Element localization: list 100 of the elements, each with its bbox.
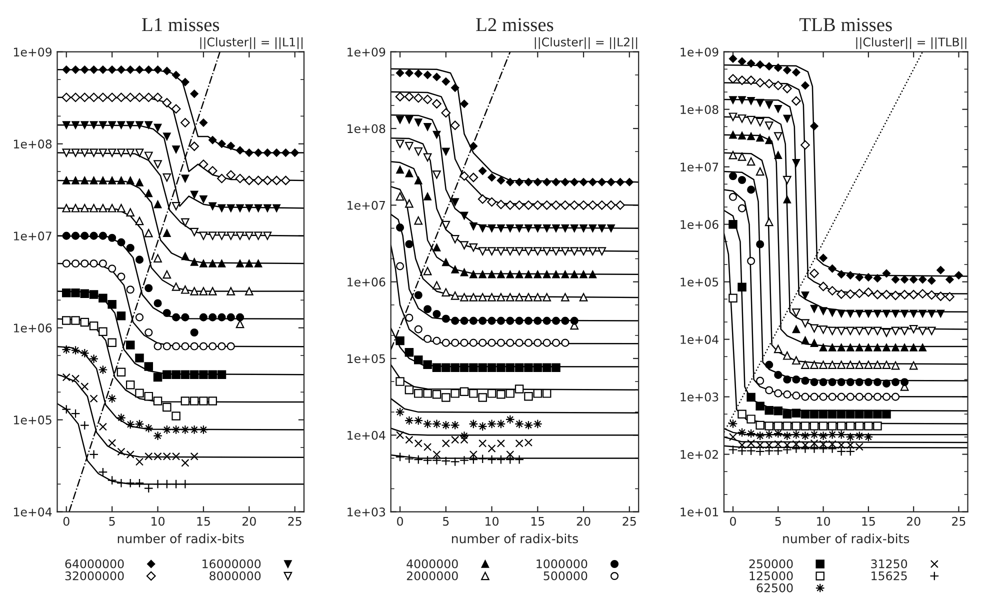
point [524,316,533,325]
point [598,247,606,256]
y-tick-label: 1e+07 [680,162,718,172]
point [506,293,514,302]
point [828,264,836,273]
point [135,256,144,264]
legend-label: 8000000 [210,571,261,580]
point [254,148,262,157]
point [873,392,882,401]
point [561,338,570,347]
point [810,268,819,278]
point [506,363,515,372]
point [579,178,588,186]
point [460,293,468,302]
point [442,220,450,230]
point [442,439,450,448]
point [208,260,216,268]
point [792,68,800,76]
point [738,410,746,418]
x-tick-label: 0 [63,516,70,526]
point [801,360,810,369]
point [71,316,80,325]
point [208,396,217,406]
point [172,370,180,379]
point [900,378,909,386]
point [108,176,116,184]
point [254,260,262,268]
point [405,240,414,248]
point [108,148,116,157]
point [588,270,597,278]
point [395,407,405,417]
point [90,232,98,240]
point [414,70,422,78]
point [108,264,116,273]
point [405,199,414,208]
point [828,308,836,317]
point [552,316,560,325]
point [80,92,90,102]
point [218,260,226,268]
point [738,282,746,292]
point [873,410,882,418]
point [254,176,263,186]
point [62,316,71,325]
point [792,408,801,418]
point [900,310,908,318]
point [126,420,136,430]
point [126,450,134,458]
point [855,378,864,386]
point [514,363,524,372]
point [846,392,854,401]
point [542,338,551,347]
point [570,224,578,232]
point [783,114,792,122]
point [153,372,162,382]
point [126,66,134,74]
point [864,344,872,352]
point [534,270,542,278]
point [579,293,588,302]
point [864,410,873,418]
point [62,204,71,212]
point [71,259,80,268]
point [396,431,404,440]
point [882,410,891,418]
point [98,294,108,303]
point [882,344,890,352]
point [874,344,882,352]
point [882,392,891,401]
point [450,120,460,130]
point [542,363,552,372]
point [469,142,478,150]
point [414,291,422,300]
point [864,422,873,430]
point [873,326,882,336]
point [450,235,460,244]
point [450,389,460,398]
point [162,98,172,108]
point [108,300,116,309]
point [783,390,792,398]
point [144,228,153,238]
point [162,370,172,379]
point [810,324,818,333]
point [792,308,800,317]
point [460,268,468,276]
point [910,344,918,352]
point [226,204,235,212]
point [442,363,450,372]
point [80,121,89,129]
point [423,70,432,80]
point [900,344,908,352]
point [487,363,496,372]
x-axis-title: number of radix-bits [452,534,578,544]
series-label: ||Cluster|| = ||L1|| [200,37,302,50]
point [783,176,792,184]
point [524,247,533,256]
point [533,389,542,398]
point [190,370,199,379]
point [828,422,837,430]
point [126,244,134,252]
point [728,419,738,428]
point [163,132,171,140]
